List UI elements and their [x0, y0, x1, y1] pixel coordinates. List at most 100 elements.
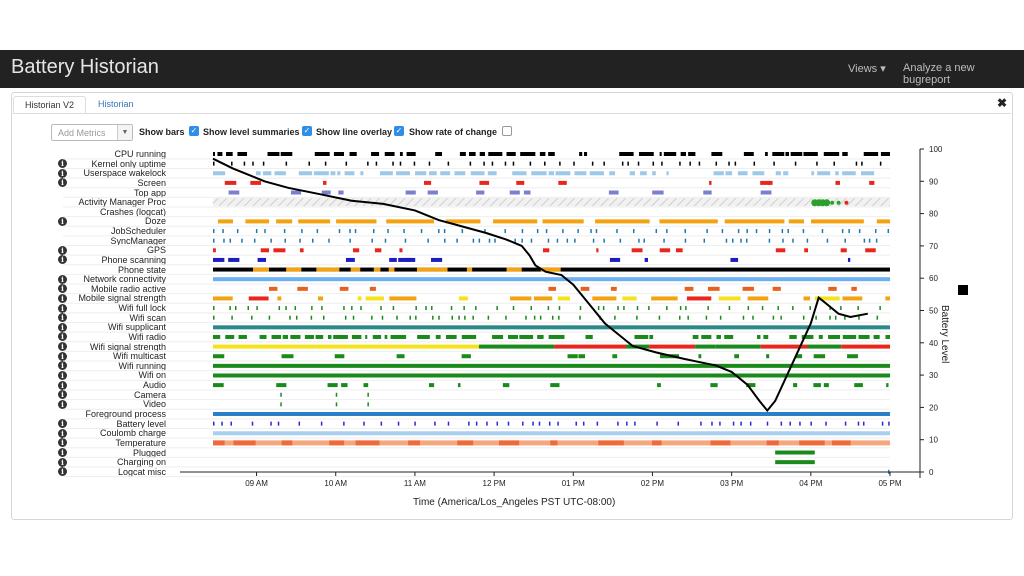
tab-historian[interactable]: Historian	[98, 99, 134, 109]
info-icon[interactable]: i	[58, 380, 67, 390]
info-icon[interactable]: i	[58, 293, 67, 303]
metric-row-foreground-process[interactable]	[63, 412, 890, 420]
metric-row-mobile-signal-strength[interactable]	[63, 296, 890, 304]
show-level-summaries-checkbox[interactable]: ✓	[302, 126, 312, 136]
metric-bar	[752, 171, 765, 176]
metric-row-charging-on[interactable]	[63, 460, 890, 468]
info-icon[interactable]: i	[58, 322, 67, 332]
metric-bar	[429, 171, 437, 176]
add-metrics-select[interactable]: Add Metrics ▼	[51, 124, 133, 141]
info-icon[interactable]: i	[58, 390, 67, 400]
info-icon[interactable]: i	[58, 245, 67, 255]
metric-row-wifi-supplicant[interactable]	[63, 325, 890, 333]
metric-bar	[703, 190, 712, 195]
metric-row-camera[interactable]	[63, 392, 890, 401]
metric-row-wifi-on[interactable]	[63, 373, 890, 381]
metric-row-logcat-misc[interactable]	[63, 469, 890, 478]
metric-row-coulomb-charge[interactable]	[63, 431, 890, 439]
metric-bar	[725, 238, 728, 243]
metric-row-plugged[interactable]	[63, 450, 890, 458]
metric-row-jobscheduler[interactable]	[63, 229, 890, 237]
info-icon[interactable]: i	[58, 255, 67, 265]
caret-down-icon[interactable]: ▼	[117, 125, 132, 140]
metric-row-cpu-running[interactable]	[63, 152, 890, 160]
info-icon[interactable]: i	[58, 303, 67, 313]
info-icon[interactable]: i	[58, 284, 67, 294]
metric-bar	[772, 286, 781, 291]
metric-row-screen[interactable]	[63, 180, 890, 189]
metric-row-kernel-only-uptime[interactable]	[63, 161, 890, 169]
analyze-new-bugreport-link[interactable]: Analyze a new bugreport	[903, 62, 975, 86]
info-icon[interactable]: i	[58, 342, 67, 352]
show-line-overlay-checkbox[interactable]: ✓	[394, 126, 404, 136]
metric-bar	[323, 180, 327, 185]
info-icon[interactable]: i	[58, 457, 67, 467]
metric-bar	[609, 257, 621, 262]
metric-row-wifi-scan[interactable]	[63, 315, 890, 324]
info-icon[interactable]: i	[58, 361, 67, 371]
metric-row-activity-manager-proc[interactable]	[63, 198, 890, 208]
metric-bar	[811, 171, 815, 176]
metric-row-phone-scanning[interactable]	[63, 257, 890, 266]
metric-row-phone-state[interactable]	[63, 267, 890, 275]
metric-bar	[338, 190, 344, 195]
metric-row-userspace-wakelock[interactable]	[63, 171, 890, 179]
metric-bar	[273, 248, 286, 253]
info-icon[interactable]: i	[58, 351, 67, 361]
metric-row-mobile-radio-active[interactable]	[63, 286, 890, 295]
info-icon[interactable]: i	[58, 370, 67, 380]
info-icon[interactable]: i	[58, 467, 67, 477]
metric-row-wifi-radio[interactable]	[63, 334, 890, 343]
metric-bar	[521, 229, 524, 234]
metric-bar	[318, 296, 324, 301]
metric-row-crashes-logcat[interactable]	[63, 199, 890, 218]
info-icon[interactable]: i	[58, 332, 67, 342]
metric-row-wifi-multicast[interactable]	[63, 354, 890, 362]
metric-label-wifi-multicast: Wifi multicast	[112, 351, 166, 362]
metric-row-gps[interactable]	[63, 248, 890, 256]
metric-row-video[interactable]	[63, 402, 890, 410]
metric-bar	[835, 171, 839, 176]
metric-row-audio[interactable]	[63, 383, 890, 391]
metric-bar	[609, 171, 616, 176]
metric-bar	[371, 152, 380, 156]
metric-bar	[842, 152, 848, 156]
metric-bar	[755, 229, 758, 234]
info-icon[interactable]: i	[58, 419, 67, 429]
metric-label-syncmanager: SyncManager	[110, 235, 166, 246]
metric-row-battery-level[interactable]	[63, 421, 890, 429]
views-menu[interactable]: Views ▾	[848, 63, 886, 75]
metric-bar	[388, 267, 395, 272]
info-icon[interactable]: i	[58, 438, 67, 448]
metric-row-temperature[interactable]	[63, 440, 890, 449]
info-icon[interactable]: i	[58, 216, 67, 226]
info-icon[interactable]: i	[58, 399, 67, 409]
metric-bar	[687, 315, 689, 320]
metric-row-syncmanager[interactable]	[63, 238, 890, 246]
metric-bar	[397, 421, 400, 426]
metric-bar	[252, 161, 254, 166]
metric-bar	[652, 171, 656, 176]
info-icon[interactable]: i	[58, 159, 67, 169]
show-rate-of-change-checkbox[interactable]	[502, 126, 512, 136]
metric-row-wifi-signal-strength[interactable]	[63, 344, 890, 352]
metric-row-wifi-full-lock[interactable]	[63, 306, 890, 314]
info-icon[interactable]: i	[58, 178, 67, 188]
info-icon[interactable]: i	[58, 274, 67, 284]
metric-bar	[475, 306, 477, 311]
metric-bar	[496, 421, 499, 426]
info-icon[interactable]: i	[58, 313, 67, 323]
info-icon[interactable]: i	[58, 428, 67, 438]
metric-row-network-connectivity[interactable]	[63, 277, 890, 285]
info-icon[interactable]: i	[58, 168, 67, 178]
metric-row-wifi-running[interactable]	[63, 363, 890, 372]
metric-bar	[491, 161, 494, 166]
metric-bar	[794, 161, 797, 166]
metric-row-doze[interactable]	[63, 219, 890, 227]
show-bars-checkbox[interactable]: ✓	[189, 126, 199, 136]
metric-bar	[404, 238, 407, 243]
metric-row-top-app[interactable]	[63, 190, 890, 198]
close-icon[interactable]: ✖	[996, 96, 1008, 110]
metric-label-wifi-scan: Wifi scan	[129, 312, 166, 323]
info-icon[interactable]: i	[58, 448, 67, 458]
